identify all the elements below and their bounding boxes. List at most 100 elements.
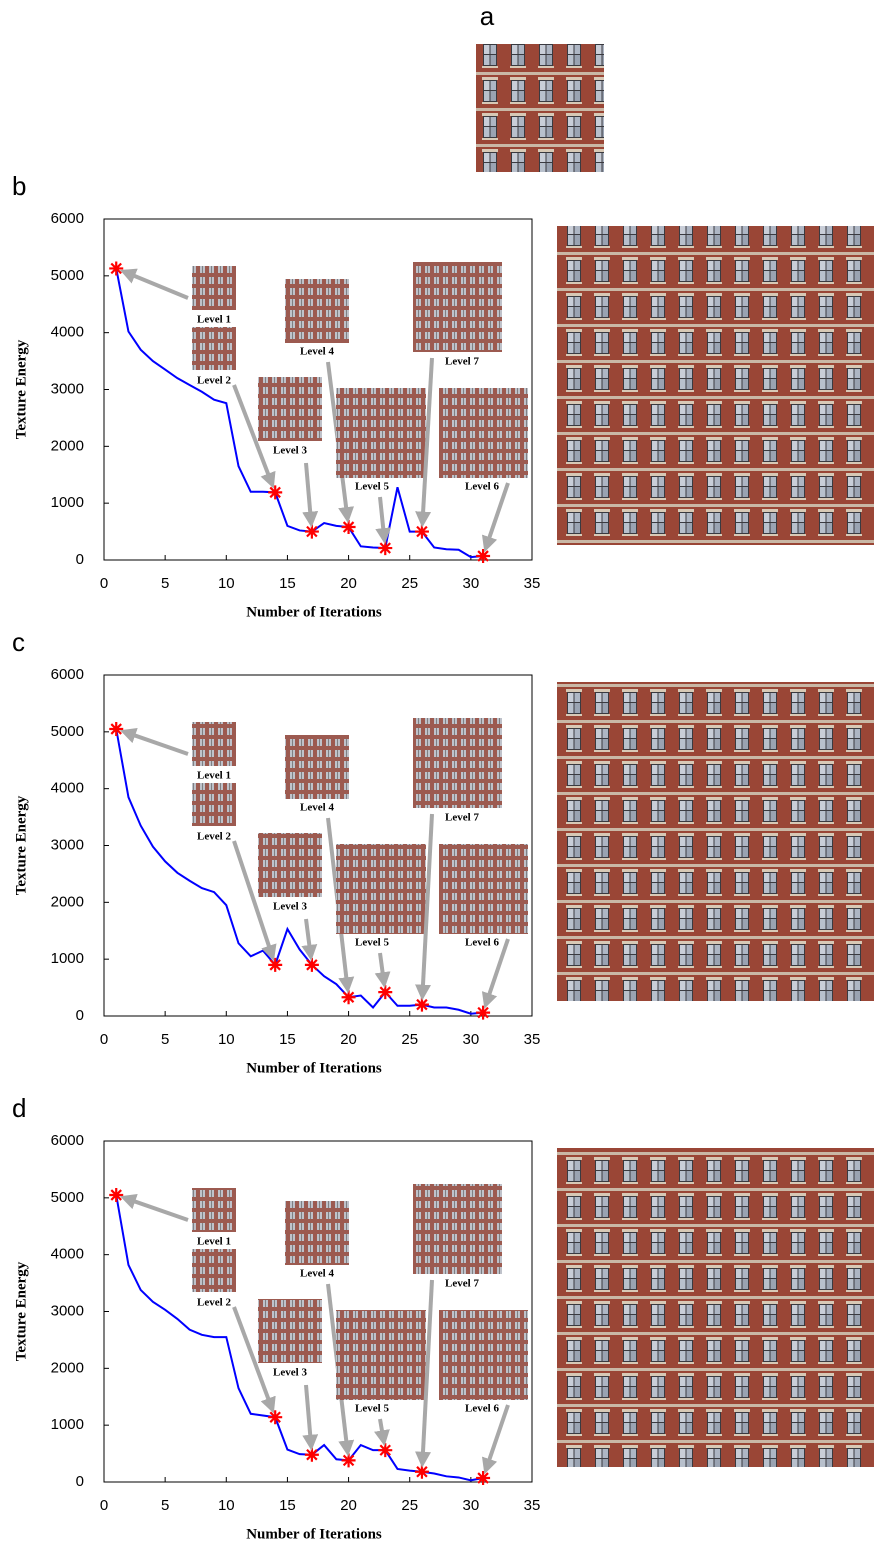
level-arrow — [232, 384, 276, 489]
level-arrow — [302, 462, 319, 528]
level-thumbnail — [413, 262, 502, 352]
level-label: Level 6 — [465, 1403, 499, 1415]
x-axis-title: Number of Iterations — [246, 604, 382, 620]
x-tick-label: 20 — [340, 1497, 357, 1514]
level-thumbnail — [192, 327, 236, 370]
x-tick-label: 5 — [161, 575, 169, 592]
synthesized-texture — [557, 1148, 874, 1467]
y-tick-label: 5000 — [51, 1189, 84, 1206]
star-marker — [109, 721, 124, 736]
x-tick-label: 30 — [463, 1497, 480, 1514]
level-thumbnail — [439, 844, 528, 934]
x-tick-label: 0 — [100, 575, 108, 592]
level-thumbnail — [258, 833, 322, 897]
y-tick-label: 5000 — [51, 723, 84, 740]
level-label: Level 1 — [197, 1236, 231, 1248]
synthesized-texture — [557, 226, 874, 545]
star-marker — [414, 524, 429, 539]
level-arrow — [374, 952, 391, 989]
star-marker — [109, 261, 124, 276]
level-thumbnail — [439, 1310, 528, 1400]
level-arrow — [415, 357, 434, 528]
x-tick-label: 0 — [100, 1031, 108, 1048]
level-label: Level 6 — [465, 937, 499, 949]
x-tick-label: 10 — [218, 1497, 235, 1514]
level-label: Level 7 — [445, 1278, 479, 1290]
x-tick-label: 20 — [340, 575, 357, 592]
star-marker — [476, 549, 491, 564]
level-label: Level 2 — [197, 1297, 231, 1309]
x-tick-label: 35 — [524, 575, 541, 592]
x-tick-label: 10 — [218, 1031, 235, 1048]
star-marker — [304, 957, 319, 972]
level-arrow — [301, 918, 318, 961]
star-marker — [378, 985, 393, 1000]
panel-label: b — [12, 171, 26, 201]
y-tick-label: 1000 — [51, 950, 84, 967]
level-arrow — [415, 1279, 434, 1468]
star-marker — [476, 1471, 491, 1486]
y-tick-label: 1000 — [51, 1416, 84, 1433]
level-arrow — [374, 1418, 390, 1447]
x-tick-label: 35 — [524, 1031, 541, 1048]
level-thumbnail — [285, 735, 349, 799]
level-thumbnail — [336, 1310, 426, 1400]
level-arrow — [120, 728, 189, 756]
star-marker — [341, 520, 356, 535]
level-label: Level 7 — [445, 812, 479, 824]
level-arrow — [119, 268, 189, 300]
star-marker — [341, 990, 356, 1005]
star-marker — [268, 1410, 283, 1425]
x-tick-label: 30 — [463, 575, 480, 592]
y-tick-label: 0 — [76, 1473, 84, 1490]
y-tick-label: 5000 — [51, 267, 84, 284]
level-label: Level 2 — [197, 375, 231, 387]
x-tick-label: 5 — [161, 1497, 169, 1514]
y-tick-label: 3000 — [51, 380, 84, 397]
level-label: Level 4 — [300, 1268, 334, 1280]
level-thumbnail — [439, 388, 528, 478]
x-tick-label: 25 — [401, 1497, 418, 1514]
level-label: Level 1 — [197, 314, 231, 326]
texture-sample — [476, 44, 604, 172]
star-marker — [304, 1447, 319, 1462]
panel-label: a — [480, 1, 495, 31]
y-tick-label: 4000 — [51, 780, 84, 797]
star-marker — [378, 541, 393, 556]
y-tick-label: 6000 — [51, 666, 84, 683]
x-tick-label: 20 — [340, 1031, 357, 1048]
star-marker — [268, 485, 283, 500]
synthesized-texture — [557, 682, 874, 1001]
x-tick-label: 30 — [463, 1031, 480, 1048]
level-label: Level 3 — [273, 445, 307, 457]
star-marker — [109, 1187, 124, 1202]
x-tick-label: 10 — [218, 575, 235, 592]
star-marker — [378, 1443, 393, 1458]
x-tick-label: 15 — [279, 575, 296, 592]
level-arrow — [481, 482, 510, 553]
level-arrow — [481, 1404, 510, 1475]
level-label: Level 2 — [197, 831, 231, 843]
level-label: Level 3 — [273, 1367, 307, 1379]
level-arrow — [232, 1306, 276, 1414]
level-label: Level 5 — [355, 481, 389, 493]
y-tick-label: 1000 — [51, 494, 84, 511]
level-label: Level 5 — [355, 937, 389, 949]
y-tick-label: 0 — [76, 1007, 84, 1024]
level-thumbnail — [336, 388, 426, 478]
level-arrow — [232, 840, 277, 962]
y-tick-label: 3000 — [51, 836, 84, 853]
level-label: Level 6 — [465, 481, 499, 493]
level-thumbnail — [258, 1299, 322, 1363]
panel-label: c — [12, 627, 25, 657]
star-marker — [414, 1464, 429, 1479]
level-thumbnail — [192, 783, 236, 826]
level-thumbnail — [413, 1184, 502, 1274]
level-label: Level 3 — [273, 901, 307, 913]
star-marker — [304, 524, 319, 539]
y-axis-title: Texture Energy — [13, 339, 29, 439]
star-marker — [414, 997, 429, 1012]
x-tick-label: 25 — [401, 575, 418, 592]
y-tick-label: 0 — [76, 551, 84, 568]
